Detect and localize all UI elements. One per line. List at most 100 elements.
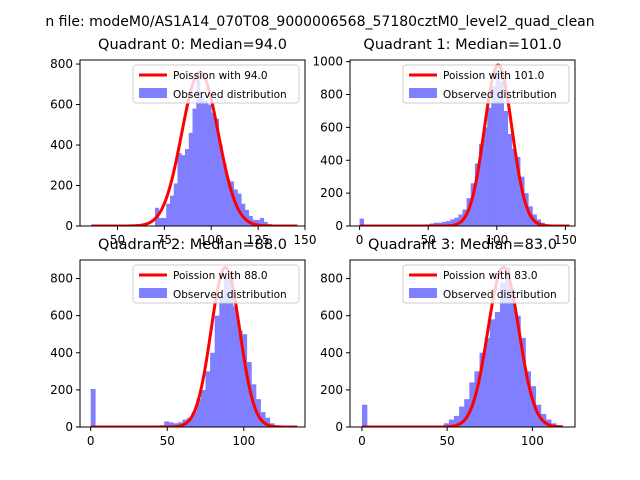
histogram-bar (499, 81, 504, 226)
quadrant-0-title: Quadrant 0: Median=94.0 (98, 37, 287, 53)
histogram-bar (520, 337, 526, 427)
histogram-bar (495, 69, 500, 226)
histogram-bar (516, 156, 521, 226)
legend-box (132, 264, 300, 304)
quadrant-2-panel: 0 50 100 0 200 400 600 800 Quadrant 2: Median=88… (50, 237, 306, 448)
x-tick-label: 100 (200, 233, 223, 247)
histogram-bar (228, 271, 234, 427)
x-tick-label: 75 (157, 233, 172, 247)
y-tick-label: 800 (320, 88, 343, 102)
y-tick-label: 800 (50, 57, 73, 71)
y-tick-label: 800 (50, 272, 73, 286)
histogram-bar (505, 267, 511, 427)
axes-frame (349, 59, 576, 227)
y-tick-label: 800 (320, 272, 343, 286)
histogram-bar (500, 282, 506, 427)
quadrant-1-title: Quadrant 1: Median=101.0 (363, 37, 561, 53)
y-tick-label: 0 (335, 420, 343, 434)
histogram-bar (263, 221, 268, 226)
y-tick-label: 400 (50, 346, 73, 360)
histogram-bar (188, 132, 193, 226)
histogram-bar (507, 133, 513, 226)
histogram-bar (511, 148, 517, 226)
histogram-bar (200, 389, 206, 427)
histogram-bar (90, 388, 96, 427)
legend-box (132, 64, 300, 104)
histogram-bar (230, 181, 235, 226)
x-tick-label: 100 (232, 434, 255, 448)
histogram-bar (233, 306, 238, 427)
histogram-bar (361, 404, 368, 427)
histogram-bar (479, 352, 485, 427)
y-tick-label: 0 (65, 420, 73, 434)
histogram-bar (510, 293, 516, 427)
histogram-bar (260, 217, 265, 226)
histogram-bar (487, 107, 492, 226)
x-tick-label: 50 (421, 233, 436, 247)
y-tick-label: 400 (320, 346, 343, 360)
histogram-bar (203, 100, 208, 226)
histogram-bar (219, 297, 225, 427)
histogram-bar (359, 218, 365, 226)
y-tick-label: 400 (320, 153, 343, 167)
histogram-bar (245, 209, 250, 226)
histogram-bar (450, 219, 455, 226)
histogram-bar (237, 330, 243, 427)
legend-hist-swatch (409, 288, 437, 298)
histogram-bar (233, 189, 238, 226)
legend-hist-swatch (409, 88, 437, 98)
histogram-bar (265, 417, 271, 427)
y-tick-label: 400 (50, 138, 73, 152)
histogram-bar (173, 183, 178, 226)
histogram-bar (205, 371, 211, 427)
y-tick-label: 600 (320, 120, 343, 134)
legend-box (402, 64, 570, 104)
y-tick-label: 1000 (312, 55, 343, 69)
histogram-bar (453, 415, 460, 427)
histogram-bar (168, 422, 174, 427)
histogram-bar (187, 417, 193, 427)
y-tick-label: 200 (50, 179, 73, 193)
plot-area (89, 265, 299, 427)
histogram-bar (192, 108, 197, 226)
histogram-bar (196, 74, 201, 226)
y-tick-label: 200 (320, 186, 343, 200)
histogram-bar (181, 155, 186, 226)
histogram-bar (191, 412, 197, 427)
histogram-bar (443, 423, 450, 427)
histogram-bar (489, 319, 496, 427)
x-tick-label: 50 (110, 233, 125, 247)
quadrant-1-panel: 0 50 100 150 0 200 400 600 800 1000 Quadrant 1: Me… (312, 37, 576, 247)
axes-frame (79, 59, 306, 227)
legend-hist-label: Observed distribution (173, 289, 287, 301)
x-tick-label: 50 (160, 434, 175, 448)
histogram-bar (454, 217, 459, 226)
histogram-bar (494, 311, 501, 427)
histogram-bar (215, 118, 220, 226)
quadrant-3-panel: 0 50 100 0 200 400 600 800 Quadrant 3: Median=83… (320, 237, 576, 448)
histogram-bar (162, 217, 167, 226)
legend-hist-label: Observed distribution (443, 89, 557, 101)
histogram-bar (177, 153, 182, 226)
x-tick-label: 100 (485, 233, 508, 247)
histogram-bar (242, 334, 248, 427)
x-tick-label: 0 (87, 434, 95, 448)
histogram-bar (210, 352, 215, 427)
histogram-bar (200, 96, 205, 226)
y-tick-label: 200 (50, 383, 73, 397)
quadrant-2-title: Quadrant 2: Median=88.0 (98, 237, 287, 253)
histogram-bar (170, 195, 175, 226)
histogram-bar (515, 315, 521, 427)
legend-hist-swatch (139, 88, 167, 98)
histogram-bar (474, 371, 480, 427)
histogram-bar (520, 176, 525, 226)
plot-area (361, 265, 564, 427)
poisson-fit-line (361, 265, 564, 427)
histogram-bar (207, 104, 212, 226)
legend: Poission with 83.0 Observed distribution (402, 264, 570, 304)
histogram-bar (246, 362, 252, 427)
histogram-bar (260, 412, 266, 427)
histogram-bar (470, 183, 476, 226)
legend-hist-label: Observed distribution (443, 289, 557, 301)
